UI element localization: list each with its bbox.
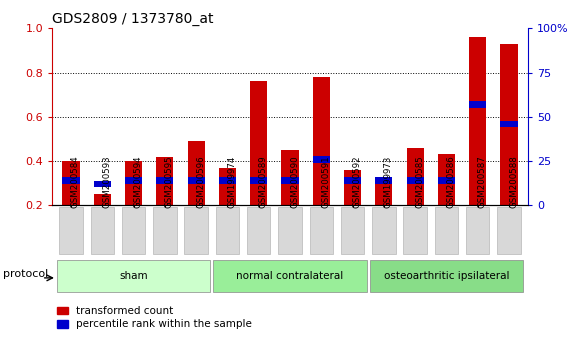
Bar (375, 177, 393, 184)
FancyBboxPatch shape (404, 207, 427, 253)
FancyBboxPatch shape (122, 207, 145, 253)
Bar (63, 177, 79, 184)
Text: GSM200589: GSM200589 (259, 155, 268, 208)
FancyBboxPatch shape (184, 207, 208, 253)
Text: GSM200584: GSM200584 (71, 155, 80, 208)
Bar (438, 154, 455, 205)
Text: GSM200594: GSM200594 (133, 155, 143, 208)
FancyBboxPatch shape (370, 260, 523, 292)
Bar (156, 177, 173, 184)
Bar (281, 177, 299, 184)
Bar (125, 177, 142, 184)
FancyBboxPatch shape (466, 207, 490, 253)
Text: GSM199973: GSM199973 (384, 155, 393, 208)
Text: GSM200590: GSM200590 (290, 155, 299, 208)
Text: GSM200591: GSM200591 (321, 155, 330, 208)
Bar (469, 37, 487, 205)
Text: GSM200585: GSM200585 (415, 155, 424, 208)
FancyBboxPatch shape (372, 207, 396, 253)
FancyBboxPatch shape (497, 207, 521, 253)
Bar (156, 156, 173, 205)
Bar (250, 177, 267, 184)
FancyBboxPatch shape (341, 207, 364, 253)
FancyBboxPatch shape (435, 207, 458, 253)
Bar (281, 150, 299, 205)
Text: GSM200595: GSM200595 (165, 155, 174, 208)
FancyBboxPatch shape (310, 207, 333, 253)
Text: GDS2809 / 1373780_at: GDS2809 / 1373780_at (52, 12, 213, 26)
Legend: transformed count, percentile rank within the sample: transformed count, percentile rank withi… (57, 306, 252, 329)
Text: sham: sham (119, 271, 148, 281)
Bar (219, 177, 236, 184)
FancyBboxPatch shape (90, 207, 114, 253)
Bar (313, 77, 330, 205)
Bar (501, 44, 517, 205)
Bar (93, 194, 111, 205)
Text: GSM200588: GSM200588 (509, 155, 518, 208)
Bar (250, 81, 267, 205)
Bar (187, 177, 205, 184)
Bar (93, 181, 111, 187)
Bar (344, 170, 361, 205)
Text: GSM200592: GSM200592 (353, 155, 361, 208)
FancyBboxPatch shape (216, 207, 239, 253)
Bar (407, 148, 424, 205)
Text: normal contralateral: normal contralateral (237, 271, 343, 281)
Text: GSM200596: GSM200596 (196, 155, 205, 208)
Bar (187, 141, 205, 205)
Bar (407, 177, 424, 184)
Text: protocol: protocol (3, 269, 48, 279)
Text: GSM200587: GSM200587 (478, 155, 487, 208)
FancyBboxPatch shape (278, 207, 302, 253)
Bar (219, 168, 236, 205)
FancyBboxPatch shape (247, 207, 270, 253)
FancyBboxPatch shape (213, 260, 367, 292)
Text: osteoarthritic ipsilateral: osteoarthritic ipsilateral (384, 271, 509, 281)
FancyBboxPatch shape (57, 260, 210, 292)
FancyBboxPatch shape (59, 207, 83, 253)
Bar (375, 181, 393, 205)
Bar (344, 177, 361, 184)
Text: GSM200593: GSM200593 (102, 155, 111, 208)
Text: GSM200586: GSM200586 (447, 155, 455, 208)
Bar (313, 156, 330, 162)
FancyBboxPatch shape (153, 207, 176, 253)
Bar (501, 121, 517, 127)
Bar (469, 101, 487, 108)
Text: GSM199974: GSM199974 (227, 155, 237, 208)
Bar (125, 161, 142, 205)
Bar (438, 177, 455, 184)
Bar (63, 161, 79, 205)
